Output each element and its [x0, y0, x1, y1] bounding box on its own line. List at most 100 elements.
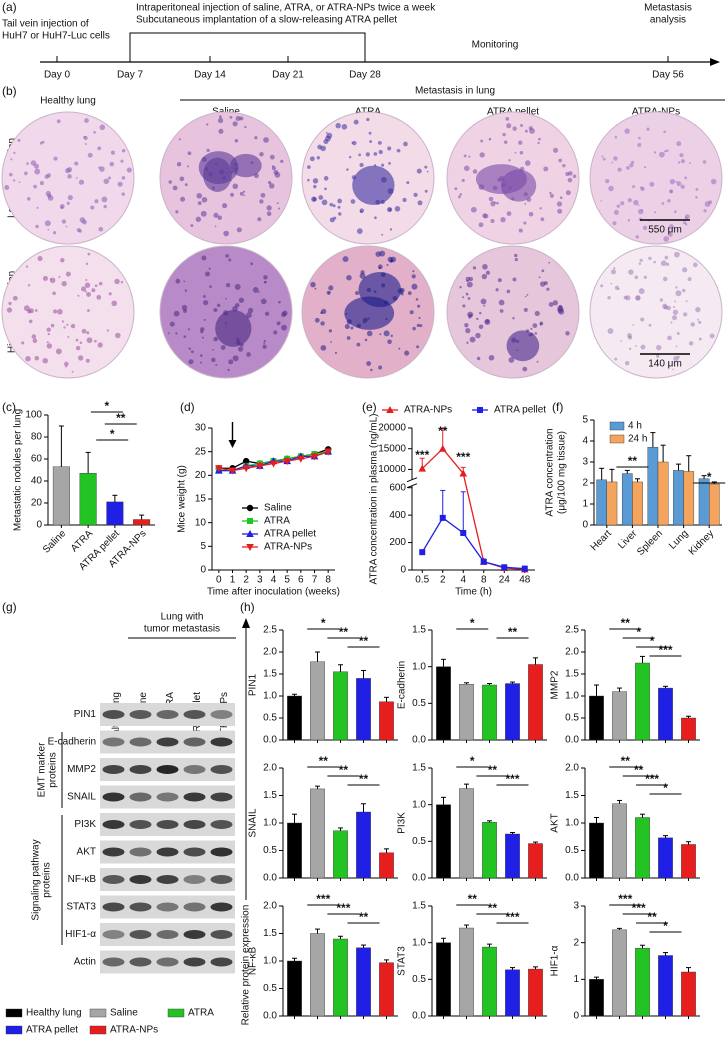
- tissue-texture: [98, 166, 101, 169]
- tissue-texture: [200, 327, 205, 332]
- tissue-texture: [213, 336, 219, 342]
- tissue-texture: [206, 123, 209, 126]
- y-tick-label: 0.0: [565, 735, 579, 746]
- tissue-texture: [21, 341, 25, 345]
- tissue-texture: [84, 118, 89, 123]
- tumor-nodule: [506, 330, 540, 362]
- tissue-texture: [337, 205, 341, 209]
- shared-axis-arrow-head: [242, 618, 250, 628]
- x-tick-label: Saline: [41, 528, 69, 556]
- tissue-texture: [632, 185, 636, 189]
- treatment-note: Subcutaneous implantation of a slow-rele…: [136, 15, 397, 26]
- legend-swatch: [167, 1008, 185, 1018]
- tissue-texture: [358, 153, 362, 157]
- tissue-texture: [200, 210, 207, 217]
- protein-label: SNAIL: [67, 792, 96, 803]
- tissue-texture: [454, 187, 458, 191]
- tissue-texture: [320, 321, 325, 326]
- tissue-texture: [365, 152, 371, 157]
- tissue-texture: [537, 141, 540, 145]
- tissue-texture: [313, 184, 317, 189]
- tissue-texture: [263, 339, 267, 343]
- tissue-texture: [628, 269, 634, 275]
- tissue-texture: [478, 222, 484, 228]
- tissue-texture: [46, 343, 53, 349]
- tissue-texture: [557, 305, 564, 312]
- tissue-texture: [394, 206, 401, 212]
- tissue-texture: [488, 354, 495, 361]
- tissue-texture: [208, 267, 211, 270]
- tissue-texture: [668, 232, 673, 237]
- tissue-texture: [378, 149, 383, 155]
- event-arrow-head: [228, 440, 237, 448]
- significance-label: *: [470, 754, 475, 768]
- tissue-texture: [406, 181, 410, 185]
- tissue-texture: [640, 288, 643, 291]
- tissue-texture: [413, 192, 418, 197]
- bar: [635, 947, 650, 1017]
- tissue-texture: [225, 297, 227, 300]
- tissue-texture: [175, 278, 181, 284]
- bar: [709, 483, 720, 526]
- y-tick-label: 400: [389, 510, 406, 521]
- tissue-texture: [390, 334, 393, 338]
- bar: [310, 661, 325, 741]
- tissue-texture: [67, 174, 72, 179]
- tissue-texture: [187, 151, 192, 156]
- tissue-texture: [610, 269, 616, 275]
- marker: [242, 465, 250, 473]
- tissue-texture: [90, 205, 95, 210]
- tissue-texture: [465, 328, 471, 334]
- tissue-texture: [659, 298, 664, 302]
- tissue-texture: [321, 199, 328, 206]
- tissue-texture: [479, 152, 485, 158]
- panel-label: (e): [362, 400, 377, 414]
- tissue-texture: [97, 342, 103, 348]
- significance-label: *: [650, 634, 655, 648]
- tissue-texture: [528, 211, 534, 217]
- tissue-texture: [472, 266, 477, 270]
- tissue-texture: [635, 295, 641, 301]
- y-tick-label: 20000: [378, 423, 406, 434]
- tissue-texture: [53, 309, 58, 314]
- tissue-texture: [213, 307, 218, 313]
- tissue-texture: [496, 201, 499, 205]
- tissue-texture: [534, 332, 538, 335]
- tissue-texture: [260, 192, 266, 198]
- blot-band: [183, 902, 206, 912]
- tissue-texture: [97, 146, 102, 151]
- tissue-texture: [526, 294, 529, 296]
- tissue-texture: [225, 282, 231, 288]
- tissue-texture: [698, 320, 702, 325]
- tissue-texture: [56, 119, 61, 124]
- significance-label: ***: [645, 772, 659, 786]
- tissue-texture: [627, 198, 632, 203]
- marker: [246, 544, 254, 551]
- tissue-texture: [353, 119, 359, 125]
- tissue-texture: [58, 275, 61, 278]
- tissue-texture: [33, 163, 40, 169]
- bar: [482, 822, 497, 879]
- tissue-texture: [710, 178, 717, 185]
- tissue-texture: [98, 281, 103, 286]
- tissue-texture: [695, 187, 699, 191]
- marker: [269, 460, 278, 468]
- tissue-texture: [631, 160, 635, 164]
- marker: [439, 514, 446, 521]
- shared-y-label: Relative protein expression: [241, 905, 252, 1026]
- start-note: HuH7 or HuH7-Luc cells: [2, 31, 110, 42]
- treatment-bracket: [129, 32, 366, 56]
- tissue-texture: [120, 281, 124, 284]
- significance-label: **: [359, 772, 369, 786]
- tissue-texture: [664, 150, 667, 153]
- tissue-texture: [512, 277, 517, 282]
- significance-label: **: [488, 763, 498, 777]
- tissue-texture: [47, 195, 54, 201]
- x-tick-label: Heart: [589, 528, 614, 553]
- tissue-texture: [94, 339, 97, 343]
- bar: [106, 501, 124, 526]
- y-tick-label: 1.0: [412, 937, 426, 948]
- tissue-texture: [676, 181, 682, 187]
- tissue-texture: [216, 303, 221, 308]
- blot-band: [156, 847, 179, 857]
